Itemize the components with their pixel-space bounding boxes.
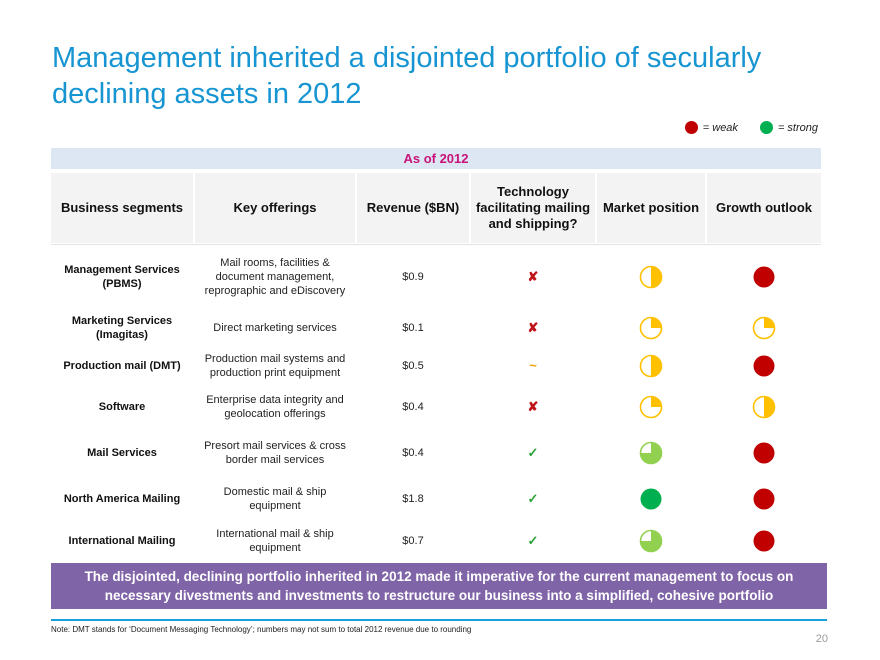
segment-name: Mail Services — [87, 447, 157, 459]
page-title: Management inherited a disjointed portfo… — [52, 42, 762, 110]
revenue-value: $0.4 — [402, 447, 424, 459]
table-row: Production mail (DMT) Production mail sys… — [51, 347, 821, 385]
growth-outlook-harvey-ball-icon — [752, 316, 776, 340]
segment-name: North America Mailing — [63, 493, 181, 505]
growth-outlook-cell — [707, 347, 821, 385]
market-position-cell — [597, 347, 705, 385]
technology-cell: ✘ — [471, 309, 595, 347]
check-icon: ✓ — [527, 533, 539, 548]
revenue-value: $1.8 — [402, 493, 424, 505]
key-offerings: International mail & ship equipment — [216, 528, 334, 554]
header-market-position: Market position — [602, 200, 700, 215]
market-position-harvey-ball-icon — [639, 529, 663, 553]
table-row: Management Services (PBMS) Mail rooms, fa… — [51, 249, 821, 305]
technology-cell: ✓ — [471, 520, 595, 562]
technology-cell: ~ — [471, 347, 595, 385]
growth-outlook-cell — [707, 309, 821, 347]
growth-outlook-harvey-ball-icon — [753, 488, 775, 510]
market-position-harvey-ball-icon — [639, 316, 663, 340]
table-row: Marketing Services (Imagitas) Direct mark… — [51, 309, 821, 347]
growth-outlook-harvey-ball-icon — [753, 266, 775, 288]
header-key-offerings: Key offerings — [233, 200, 317, 215]
growth-outlook-harvey-ball-icon — [753, 442, 775, 464]
market-position-cell — [597, 385, 705, 428]
cross-icon: ✘ — [527, 398, 539, 414]
legend-strong-label: = strong — [777, 121, 818, 134]
table-row: North America Mailing Domestic mail & shi… — [51, 478, 821, 520]
conclusion-banner: The disjointed, declining portfolio inhe… — [51, 563, 827, 609]
table-row: Mail Services Presort mail services & cro… — [51, 428, 821, 478]
as-of-banner: As of 2012 — [51, 148, 821, 169]
table-row: Software Enterprise data integrity and ge… — [51, 385, 821, 428]
footer-rule — [51, 619, 827, 621]
legend: = weak = strong — [684, 121, 818, 134]
market-position-cell — [597, 520, 705, 562]
revenue-value: $0.5 — [402, 360, 424, 372]
table-header-band — [51, 173, 821, 243]
market-position-cell — [597, 478, 705, 520]
growth-outlook-cell — [707, 520, 821, 562]
header-technology: Technology facilitating mailing and ship… — [475, 184, 591, 231]
market-position-harvey-ball-icon — [639, 441, 663, 465]
segment-name: Management Services (PBMS) — [64, 264, 180, 290]
footnote: Note: DMT stands for ‘Document Messaging… — [51, 625, 472, 634]
cross-icon: ✘ — [527, 320, 539, 335]
table-row: International Mailing International mail … — [51, 520, 821, 562]
revenue-value: $0.9 — [402, 271, 424, 283]
market-position-cell — [597, 428, 705, 478]
technology-cell: ✓ — [471, 428, 595, 478]
header-growth-outlook: Growth outlook — [715, 200, 813, 215]
market-position-cell — [597, 309, 705, 347]
key-offerings: Presort mail services & cross border mai… — [204, 440, 346, 466]
revenue-value: $0.1 — [402, 322, 424, 334]
technology-cell: ✘ — [471, 385, 595, 428]
growth-outlook-harvey-ball-icon — [752, 395, 776, 418]
segment-name: International Mailing — [68, 535, 176, 547]
check-icon: ✓ — [527, 491, 539, 506]
header-revenue: Revenue ($BN) — [366, 200, 460, 215]
technology-cell: ✓ — [471, 478, 595, 520]
market-position-harvey-ball-icon — [639, 354, 663, 378]
weak-dot-icon — [684, 121, 698, 134]
market-position-harvey-ball-icon — [640, 488, 662, 510]
segment-name: Marketing Services (Imagitas) — [71, 315, 173, 341]
segment-name: Software — [98, 400, 146, 413]
key-offerings: Enterprise data integrity and geolocatio… — [206, 393, 344, 420]
key-offerings: Mail rooms, facilities & document manage… — [204, 257, 346, 297]
market-position-cell — [597, 249, 705, 305]
technology-cell: ✘ — [471, 249, 595, 305]
strong-dot-icon — [759, 121, 773, 134]
revenue-value: $0.7 — [402, 535, 424, 547]
market-position-harvey-ball-icon — [639, 265, 663, 289]
tilde-icon: ~ — [529, 358, 537, 373]
growth-outlook-cell — [707, 478, 821, 520]
growth-outlook-cell — [707, 428, 821, 478]
header-business-segments: Business segments — [60, 200, 184, 215]
page-number: 20 — [815, 633, 828, 645]
key-offerings: Direct marketing services — [213, 322, 337, 334]
growth-outlook-harvey-ball-icon — [753, 530, 775, 552]
market-position-harvey-ball-icon — [639, 395, 663, 418]
check-icon: ✓ — [527, 445, 539, 460]
key-offerings: Domestic mail & ship equipment — [223, 486, 327, 512]
growth-outlook-cell — [707, 249, 821, 305]
growth-outlook-cell — [707, 385, 821, 428]
revenue-value: $0.4 — [402, 400, 424, 413]
legend-weak-label: = weak — [702, 121, 738, 134]
cross-icon: ✘ — [527, 269, 539, 284]
growth-outlook-harvey-ball-icon — [753, 355, 775, 377]
segment-name: Production mail (DMT) — [63, 360, 181, 372]
key-offerings: Production mail systems and production p… — [204, 353, 346, 379]
